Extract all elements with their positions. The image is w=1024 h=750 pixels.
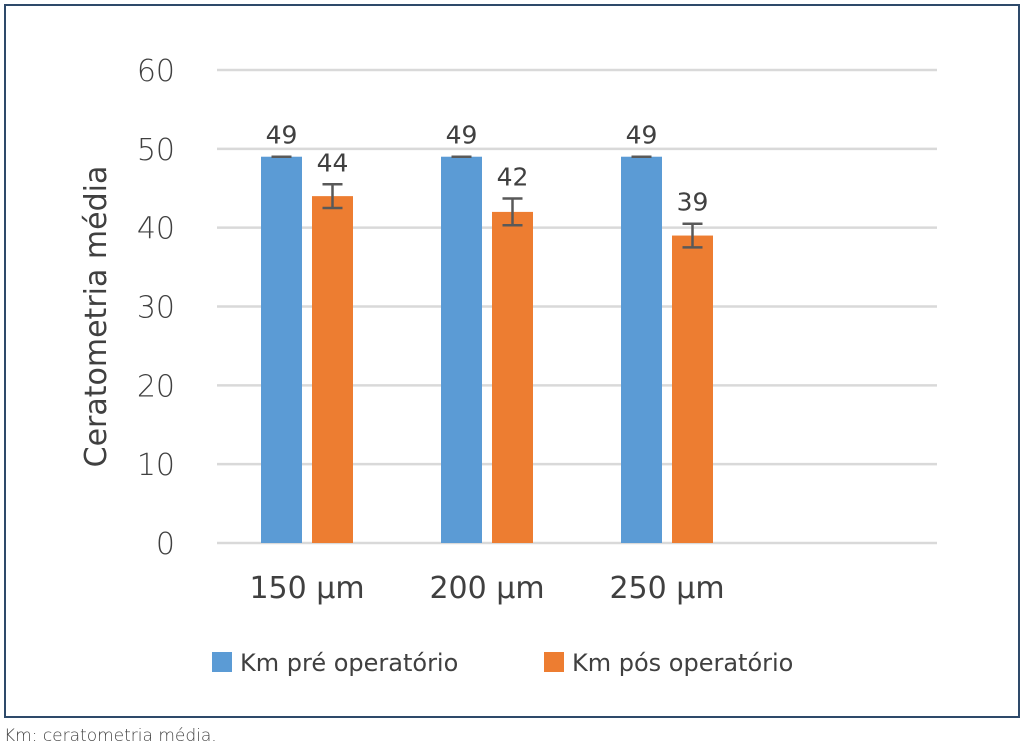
y-tick-label: 40 bbox=[137, 212, 175, 247]
data-label: 49 bbox=[446, 121, 478, 150]
data-label: 39 bbox=[677, 188, 709, 217]
legend-label: Km pré operatório bbox=[240, 649, 458, 677]
y-tick-label: 0 bbox=[156, 527, 175, 562]
x-tick-label: 250 µm bbox=[609, 571, 724, 606]
bar bbox=[312, 196, 353, 543]
data-label: 44 bbox=[317, 148, 349, 177]
bar bbox=[441, 156, 482, 543]
bar bbox=[672, 235, 713, 544]
legend-label: Km pós operatório bbox=[572, 649, 793, 677]
bar bbox=[261, 156, 302, 543]
bar bbox=[621, 156, 662, 543]
y-tick-label: 30 bbox=[137, 291, 175, 326]
data-label: 42 bbox=[497, 162, 529, 191]
x-tick-label: 200 µm bbox=[429, 571, 544, 606]
legend-swatch bbox=[212, 652, 232, 672]
data-label: 49 bbox=[266, 121, 298, 150]
bar bbox=[492, 211, 533, 543]
legend-swatch bbox=[544, 652, 564, 672]
x-tick-label: 150 µm bbox=[249, 571, 364, 606]
chart-frame bbox=[4, 4, 1020, 718]
y-tick-label: 60 bbox=[137, 54, 175, 89]
y-tick-label: 20 bbox=[137, 369, 175, 404]
y-tick-label: 50 bbox=[137, 133, 175, 168]
y-tick-label: 10 bbox=[137, 448, 175, 483]
y-axis-title: Ceratometria média bbox=[79, 166, 114, 468]
caption: Km: ceratometria média. bbox=[4, 726, 217, 746]
data-label: 49 bbox=[626, 121, 658, 150]
